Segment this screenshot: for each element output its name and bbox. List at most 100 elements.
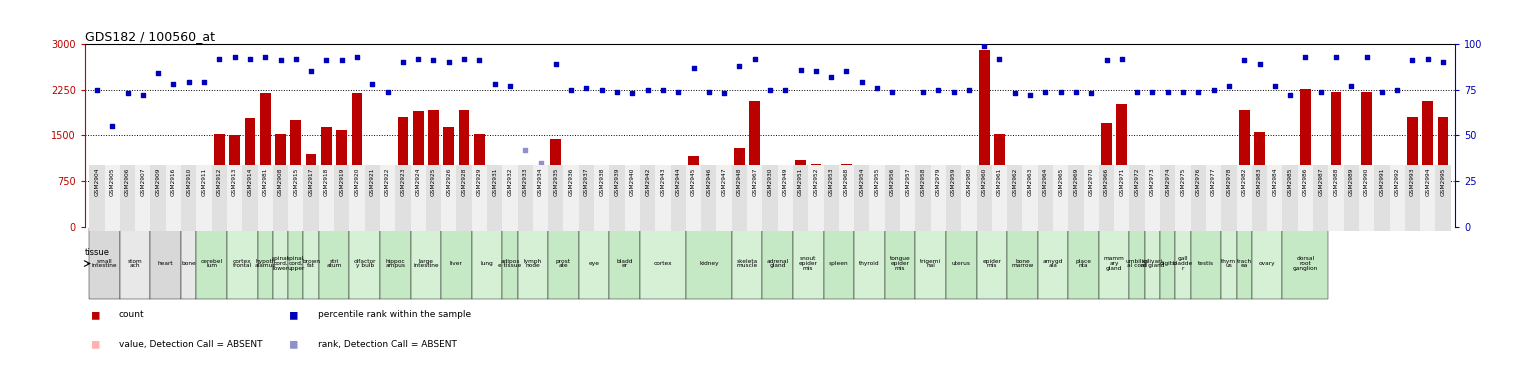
Bar: [1404, 165, 1420, 231]
Bar: [440, 165, 456, 231]
Point: [206, 56, 231, 61]
Bar: [257, 165, 273, 231]
FancyBboxPatch shape: [1190, 228, 1221, 299]
Bar: [611, 198, 622, 227]
Text: GSM2913: GSM2913: [233, 168, 237, 197]
Bar: [1178, 196, 1189, 227]
FancyBboxPatch shape: [273, 228, 288, 299]
Bar: [688, 156, 699, 227]
Point: [482, 81, 507, 87]
Point: [835, 68, 859, 74]
Text: GSM2945: GSM2945: [691, 168, 696, 197]
Text: GSM2984: GSM2984: [1272, 168, 1277, 197]
Text: GSM2985: GSM2985: [1287, 168, 1292, 197]
FancyBboxPatch shape: [1221, 228, 1237, 299]
Bar: [750, 101, 761, 227]
Point: [1263, 83, 1287, 89]
Point: [1247, 61, 1272, 67]
Point: [941, 89, 966, 94]
Bar: [685, 165, 701, 231]
Bar: [487, 165, 502, 231]
Point: [253, 54, 277, 60]
Bar: [933, 197, 944, 227]
Text: GSM2907: GSM2907: [140, 168, 145, 197]
Point: [1431, 59, 1455, 65]
Text: GSM2909: GSM2909: [156, 168, 160, 197]
Text: count: count: [119, 310, 145, 319]
Text: ovary: ovary: [1258, 261, 1275, 266]
Text: GSM2923: GSM2923: [400, 168, 405, 197]
FancyBboxPatch shape: [1160, 228, 1175, 299]
Text: GSM2956: GSM2956: [890, 168, 895, 197]
Bar: [471, 165, 487, 231]
Bar: [1374, 165, 1389, 231]
Bar: [625, 165, 641, 231]
Point: [360, 81, 385, 87]
Point: [222, 54, 246, 60]
Text: heart: heart: [159, 261, 174, 266]
Bar: [918, 199, 929, 227]
Text: GSM2977: GSM2977: [1210, 168, 1217, 197]
Text: GSM2921: GSM2921: [370, 168, 374, 197]
Bar: [915, 165, 930, 231]
FancyBboxPatch shape: [946, 228, 976, 299]
Bar: [765, 197, 775, 227]
FancyBboxPatch shape: [380, 228, 411, 299]
Bar: [1040, 195, 1050, 227]
Bar: [505, 186, 516, 227]
Point: [420, 57, 445, 63]
Text: GSM2906: GSM2906: [125, 168, 129, 197]
Point: [1309, 89, 1334, 94]
Point: [1217, 83, 1241, 89]
Text: GSM2976: GSM2976: [1197, 168, 1201, 197]
Bar: [564, 165, 579, 231]
Text: thyroid: thyroid: [859, 261, 879, 266]
Text: trach
ea: trach ea: [1237, 259, 1252, 268]
FancyBboxPatch shape: [762, 228, 793, 299]
Text: GSM2969: GSM2969: [1073, 168, 1078, 197]
Bar: [411, 165, 427, 231]
Bar: [291, 120, 302, 227]
Point: [177, 79, 202, 85]
Bar: [105, 165, 120, 231]
Text: GSM2944: GSM2944: [676, 168, 681, 197]
Bar: [719, 201, 730, 227]
Bar: [517, 165, 533, 231]
Point: [696, 89, 721, 94]
Text: GSM2939: GSM2939: [614, 168, 619, 197]
Bar: [1377, 194, 1388, 227]
Bar: [334, 165, 350, 231]
Text: large
intestine: large intestine: [413, 259, 439, 268]
Bar: [565, 197, 576, 227]
Text: GSM2936: GSM2936: [568, 168, 573, 197]
Text: GSM2953: GSM2953: [829, 168, 833, 197]
Text: tongue
epider
mis: tongue epider mis: [890, 256, 910, 271]
Text: GSM2919: GSM2919: [339, 168, 343, 197]
Text: GSM2929: GSM2929: [477, 168, 482, 197]
Text: GSM2908: GSM2908: [279, 168, 283, 197]
FancyBboxPatch shape: [1038, 228, 1069, 299]
FancyBboxPatch shape: [89, 228, 120, 299]
Point: [131, 92, 156, 98]
Point: [1278, 92, 1303, 98]
Bar: [1392, 192, 1403, 227]
Text: value, Detection Call = ABSENT: value, Detection Call = ABSENT: [119, 340, 262, 348]
Point: [85, 87, 109, 93]
Bar: [1269, 184, 1280, 227]
Text: ■: ■: [290, 337, 297, 351]
FancyBboxPatch shape: [517, 228, 548, 299]
FancyBboxPatch shape: [471, 228, 502, 299]
Bar: [276, 134, 286, 227]
Bar: [1069, 165, 1084, 231]
Bar: [1009, 197, 1019, 227]
Bar: [1361, 92, 1372, 227]
Text: stom
ach: stom ach: [128, 259, 143, 268]
Bar: [1129, 165, 1144, 231]
Text: GSM2961: GSM2961: [996, 168, 1003, 196]
Point: [345, 54, 370, 60]
Text: GSM2983: GSM2983: [1257, 168, 1261, 197]
Bar: [197, 165, 211, 231]
Bar: [120, 165, 136, 231]
Text: GSM2970: GSM2970: [1089, 168, 1093, 197]
Bar: [350, 165, 365, 231]
